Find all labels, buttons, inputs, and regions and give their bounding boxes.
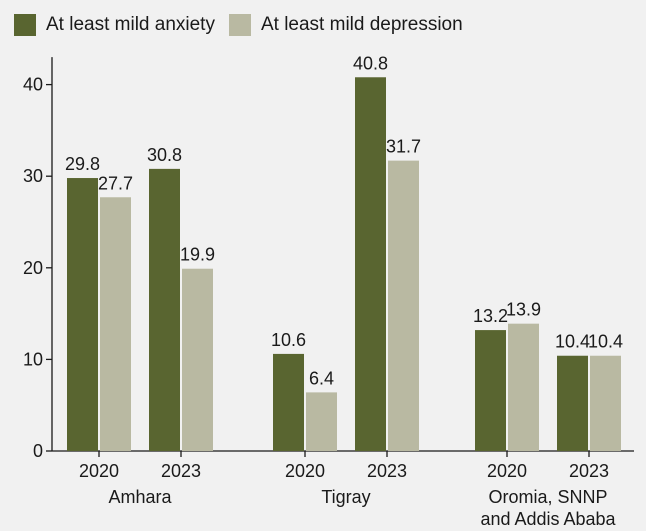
group-label-line: Oromia, SNNP [488, 487, 607, 507]
bar [388, 160, 419, 452]
group-label: Oromia, SNNP and Addis Ababa [480, 487, 616, 529]
bar [355, 77, 386, 451]
legend-item-depression: At least mild depression [228, 14, 463, 36]
y-tick-label: 30 [23, 166, 43, 186]
x-tick-label: 2020 [285, 461, 325, 481]
data-label: 30.8 [147, 145, 182, 165]
data-label: 19.9 [180, 245, 215, 265]
legend-swatch-depression [228, 14, 251, 36]
data-label: 31.7 [386, 137, 421, 157]
bar [590, 355, 621, 451]
group-label-line: Tigray [321, 487, 370, 507]
y-tick-label: 20 [23, 258, 43, 278]
data-label: 13.2 [473, 306, 508, 326]
x-tick-label: 2023 [161, 461, 201, 481]
legend-item-anxiety: At least mild anxiety [14, 14, 215, 36]
bar [306, 392, 337, 451]
bar [557, 355, 588, 451]
group-label-line: and Addis Ababa [480, 509, 616, 529]
data-label: 6.4 [309, 368, 334, 388]
bar [508, 323, 539, 451]
bar [273, 353, 304, 451]
data-label: 10.4 [555, 332, 590, 352]
data-label: 27.7 [98, 173, 133, 193]
group-label: Tigray [321, 487, 370, 507]
bar [182, 268, 213, 451]
legend-label-depression: At least mild depression [260, 14, 463, 35]
bar [100, 197, 131, 451]
group-label-line: Amhara [108, 487, 172, 507]
bar [67, 178, 98, 452]
data-label: 10.4 [588, 332, 623, 352]
x-tick-label: 2023 [367, 461, 407, 481]
legend-label-anxiety: At least mild anxiety [46, 14, 215, 35]
legend-swatch-anxiety [14, 14, 36, 36]
x-tick-label: 2020 [487, 461, 527, 481]
y-tick-label: 40 [23, 75, 43, 95]
bar [149, 168, 180, 451]
group-label: Amhara [108, 487, 172, 507]
y-tick-label: 10 [23, 349, 43, 369]
data-label: 13.9 [506, 300, 541, 320]
data-label: 40.8 [353, 53, 388, 73]
x-tick-label: 2023 [569, 461, 609, 481]
data-label: 10.6 [271, 330, 306, 350]
y-tick-label: 0 [33, 441, 43, 461]
data-label: 29.8 [65, 154, 100, 174]
bar [475, 330, 506, 451]
legend: At least mild anxiety At least mild depr… [14, 14, 463, 36]
x-tick-label: 2020 [79, 461, 119, 481]
